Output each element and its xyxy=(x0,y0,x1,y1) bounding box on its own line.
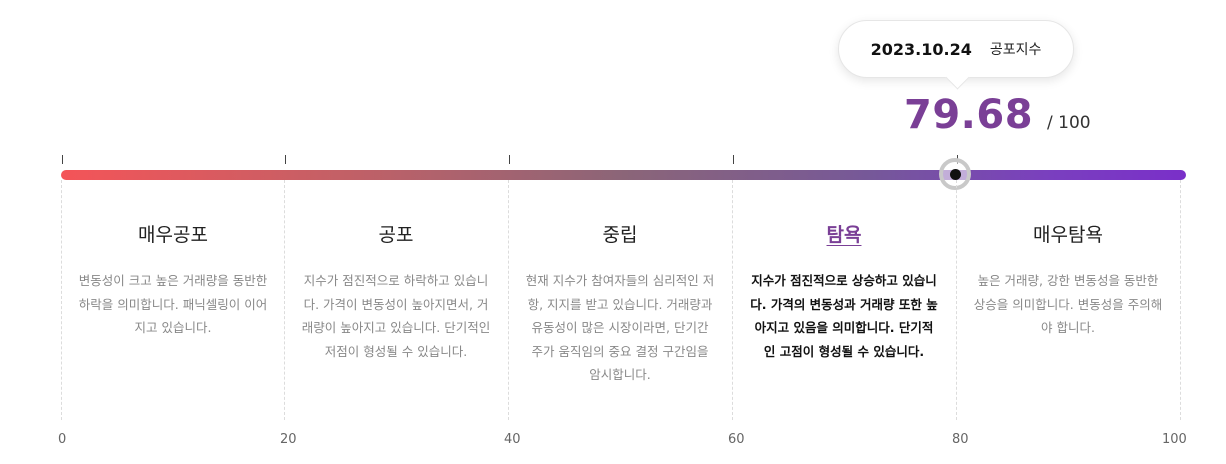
date-tooltip: 2023.10.24 공포지수 xyxy=(838,20,1074,78)
divider-100 xyxy=(1180,180,1181,420)
divider-40 xyxy=(508,180,509,420)
divider-80 xyxy=(956,180,957,420)
section-desc: 변동성이 크고 높은 거래량을 동반한 하락을 의미합니다. 패닉셀링이 이어지… xyxy=(78,273,268,335)
section-title: 매우공포 xyxy=(138,224,208,246)
section-neutral: 중립 현재 지수가 참여자들의 심리적인 저항, 지지를 받고 있습니다. 거래… xyxy=(525,220,715,387)
axis-label: 60 xyxy=(728,432,745,447)
divider-0 xyxy=(61,180,62,420)
section-title-active[interactable]: 탐욕 xyxy=(826,224,862,246)
section-desc: 높은 거래량, 강한 변동성을 동반한 상승을 의미합니다. 변동성을 주의해야… xyxy=(973,273,1163,335)
axis-label: 40 xyxy=(504,432,521,447)
tick-60 xyxy=(733,155,734,164)
section-greed[interactable]: 탐욕 지수가 점진적으로 상승하고 있습니다. 가격의 변동성과 거래량 또한 … xyxy=(749,220,939,363)
section-fear: 공포 지수가 점진적으로 하락하고 있습니다. 가격이 변동성이 높아지면서, … xyxy=(301,220,491,363)
divider-60 xyxy=(732,180,733,420)
section-title: 매우탐욕 xyxy=(1033,224,1103,246)
section-title: 중립 xyxy=(602,224,638,246)
axis-label: 100 xyxy=(1162,432,1187,447)
tooltip-date: 2023.10.24 xyxy=(870,39,972,59)
axis-label: 80 xyxy=(952,432,969,447)
section-extreme-fear: 매우공포 변동성이 크고 높은 거래량을 동반한 하락을 의미합니다. 패닉셀링… xyxy=(78,220,268,340)
fear-greed-gauge-track xyxy=(61,170,1186,180)
section-desc: 지수가 점진적으로 하락하고 있습니다. 가격이 변동성이 높아지면서, 거래량… xyxy=(301,273,491,359)
tick-0 xyxy=(62,155,63,164)
section-title: 공포 xyxy=(378,224,414,246)
tooltip-label: 공포지수 xyxy=(989,42,1042,58)
tick-20 xyxy=(285,155,286,164)
divider-20 xyxy=(284,180,285,420)
score-max: / 100 xyxy=(1047,113,1091,133)
axis-label: 0 xyxy=(58,432,67,447)
gauge-marker-dot[interactable] xyxy=(950,169,961,180)
section-extreme-greed: 매우탐욕 높은 거래량, 강한 변동성을 동반한 상승을 의미합니다. 변동성을… xyxy=(973,220,1163,340)
score-value: 79.68 xyxy=(904,92,1034,138)
section-desc: 지수가 점진적으로 상승하고 있습니다. 가격의 변동성과 거래량 또한 높아지… xyxy=(750,273,938,359)
score-display: 79.68 / 100 xyxy=(904,92,1091,138)
section-desc: 현재 지수가 참여자들의 심리적인 저항, 지지를 받고 있습니다. 거래량과 … xyxy=(525,273,715,382)
tick-40 xyxy=(509,155,510,164)
axis-label: 20 xyxy=(280,432,297,447)
